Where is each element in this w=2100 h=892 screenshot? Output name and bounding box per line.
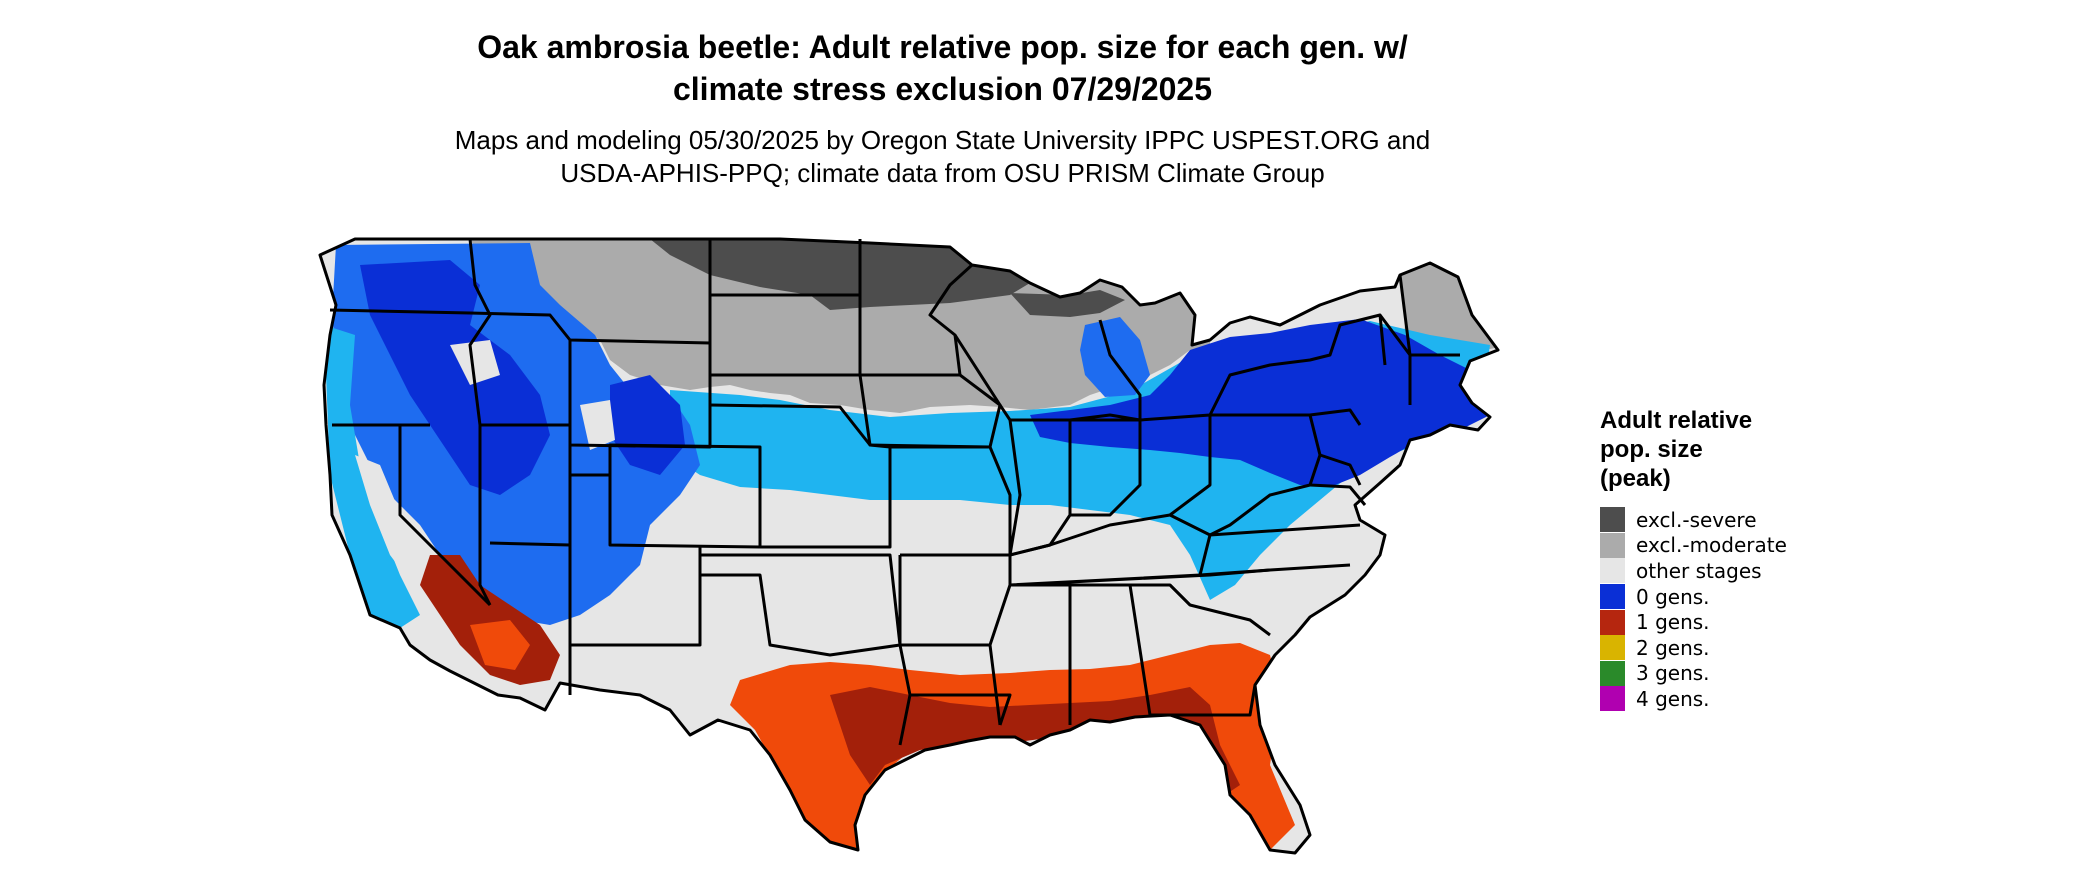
map-subtitle-line-1: Maps and modeling 05/30/2025 by Oregon S… <box>454 125 1431 155</box>
legend-label: 0 gens. <box>1636 584 1710 609</box>
border-wi-il <box>953 334 1070 556</box>
legend-item-0-gens: 0 gens. <box>1600 584 1787 610</box>
legend-swatch <box>1600 507 1625 533</box>
border-in-oh <box>1070 418 1142 517</box>
legend-swatch <box>1600 609 1625 635</box>
border-mi <box>1069 319 1142 422</box>
zone-0-gens-west-deep <box>360 260 550 495</box>
legend-title-line-2: pop. size <box>1600 436 1703 463</box>
border-nm-tx <box>568 545 702 695</box>
map-subtitle-line-2: USDA-APHIS-PPQ; climate data from OSU PR… <box>560 158 1325 188</box>
legend-label: 4 gens. <box>1636 686 1710 711</box>
us-outline <box>318 237 1500 855</box>
map-legend: Adult relative pop. size (peak) excl.-se… <box>1600 406 1787 712</box>
us-map <box>318 237 1500 855</box>
legend-label: other stages <box>1636 558 1762 583</box>
zone-0-gens-rockies-deep <box>610 375 685 475</box>
legend-swatch <box>1600 686 1625 712</box>
zone-0-gens-michigan <box>1080 317 1150 397</box>
border-mo <box>890 445 1012 557</box>
border-ok <box>700 553 902 657</box>
legend-item-excl-moderate: excl.-moderate <box>1600 532 1787 559</box>
legend-label: 1 gens. <box>1636 610 1710 635</box>
legend-swatch <box>1600 532 1625 558</box>
zone-excl-severe-up-michigan <box>1010 290 1125 317</box>
legend-swatch <box>1600 660 1625 686</box>
legend-title-line-1: Adult relative <box>1600 407 1753 434</box>
zone-0-gens-west-light <box>324 325 420 628</box>
border-nv-az <box>478 425 492 606</box>
legend-item-4-gens: 4 gens. <box>1600 686 1787 712</box>
legend-label: excl.-severe <box>1636 507 1757 532</box>
map-title: Oak ambrosia beetle: Adult relative pop.… <box>0 26 1885 110</box>
legend-label: excl.-moderate <box>1636 533 1787 558</box>
legend-item-2-gens: 2 gens. <box>1600 635 1787 661</box>
legend-label: 3 gens. <box>1636 661 1710 686</box>
border-nj-md <box>1309 453 1367 506</box>
legend-swatch <box>1600 635 1625 661</box>
zone-1-gens-southeast <box>730 643 1295 850</box>
legend-item-1-gens: 1 gens. <box>1600 609 1787 635</box>
state-borders <box>318 237 1500 855</box>
zone-1-gens-southeast-dark <box>830 687 1240 795</box>
zone-excl-severe-north <box>650 239 1030 310</box>
legend-swatch <box>1600 584 1625 610</box>
legend-label: 2 gens. <box>1636 635 1710 660</box>
border-wa-or <box>329 308 471 315</box>
legend-title-line-3: (peak) <box>1600 465 1671 492</box>
border-ut-co <box>570 473 761 549</box>
border-ca-nv <box>398 425 492 607</box>
map-zones <box>324 239 1498 850</box>
legend-item-excl-severe: excl.-severe <box>1600 507 1787 533</box>
map-title-line-1: Oak ambrosia beetle: Adult relative pop.… <box>477 29 1408 65</box>
legend-item-3-gens: 3 gens. <box>1600 660 1787 687</box>
zone-0-gens-dark-northeast <box>1030 319 1490 487</box>
legend-item-other-stages: other stages <box>1600 558 1787 584</box>
legend-swatch <box>1600 558 1625 584</box>
zone-1-gens-arizona-orange <box>470 620 530 670</box>
legend-title: Adult relative pop. size (peak) <box>1600 406 1787 493</box>
border-nd-sd <box>708 239 860 447</box>
border-ny-ne <box>1208 274 1460 426</box>
map-subtitle: Maps and modeling 05/30/2025 by Oregon S… <box>0 124 1885 190</box>
map-title-line-2: climate stress exclusion 07/29/2025 <box>672 71 1212 107</box>
border-ga-fl <box>1130 583 1257 717</box>
